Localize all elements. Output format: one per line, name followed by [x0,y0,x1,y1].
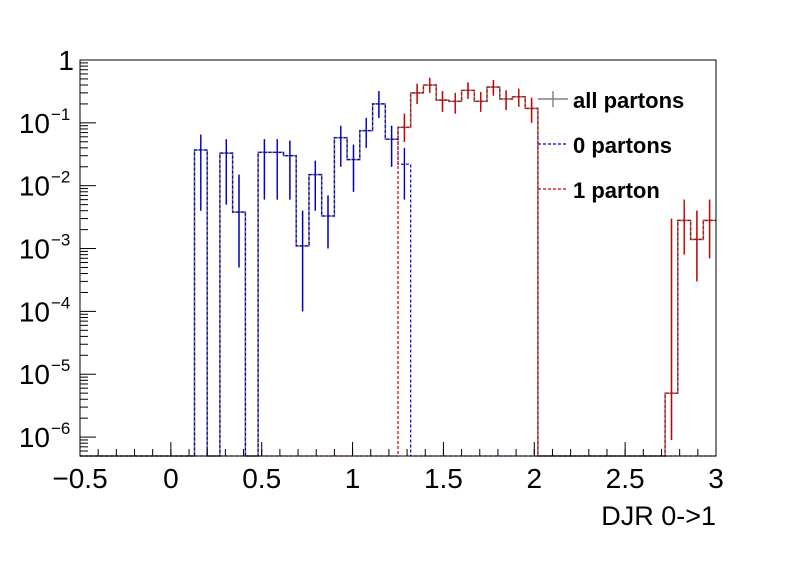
y-tick-label: 10 [19,422,50,453]
y-tick-exponent: −5 [51,356,70,375]
x-tick-label: 1.5 [424,463,463,494]
x-tick-label: 0.5 [242,463,281,494]
x-axis-title: DJR 0->1 [601,501,716,531]
series-layer [80,77,716,457]
y-tick-label: 10 [19,108,50,139]
x-tick-label: 1 [345,463,361,494]
y-tick-label: 10 [19,171,50,202]
y-tick-exponent: −3 [51,231,70,250]
series-one-parton [80,77,716,457]
y-tick-exponent: −6 [51,419,70,438]
x-tick-label: 3 [708,463,724,494]
y-tick-exponent: −1 [51,105,70,124]
y-tick-exponent: −2 [51,168,70,187]
y-tick-exponent: −4 [51,293,70,312]
legend-label: all partons [573,88,684,113]
y-tick-label: 1 [58,45,74,76]
x-tick-label: 2.5 [606,463,645,494]
y-tick-label: 10 [19,296,50,327]
x-tick-label: −0.5 [52,463,107,494]
x-tick-label: 2 [526,463,542,494]
axis-layer: −0.5 0 0.5 1 1.5 2 2.5 3110−110−210−310−410−510… [19,45,724,494]
legend-label: 1 parton [573,178,660,203]
legend-label: 0 partons [573,133,672,158]
series-step-line [80,84,716,457]
x-tick-label: 0 [163,463,179,494]
legend: all partons 0 partons 1 parton [538,88,684,203]
y-tick-label: 10 [19,359,50,390]
y-tick-label: 10 [19,234,50,265]
series-zero-partons [80,91,716,457]
